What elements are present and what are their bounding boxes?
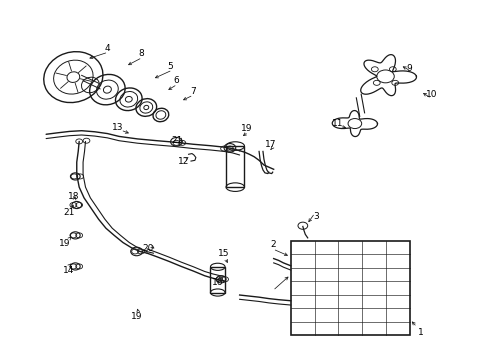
Text: 21: 21 — [63, 208, 75, 217]
Text: 9: 9 — [405, 64, 411, 73]
Bar — [290, 241, 409, 336]
Text: 3: 3 — [313, 212, 319, 221]
Text: 1: 1 — [417, 328, 423, 337]
Text: 20: 20 — [142, 244, 154, 253]
Text: 14: 14 — [62, 266, 74, 275]
Text: 15: 15 — [218, 249, 229, 258]
Text: 19: 19 — [241, 125, 252, 134]
Text: 19: 19 — [59, 239, 70, 248]
Text: 13: 13 — [112, 123, 123, 132]
Text: 7: 7 — [190, 87, 196, 96]
Text: 5: 5 — [167, 62, 173, 71]
Text: 16: 16 — [212, 278, 223, 287]
Text: 6: 6 — [173, 76, 179, 85]
Text: 8: 8 — [138, 49, 144, 58]
Text: 2: 2 — [269, 240, 275, 249]
Text: 17: 17 — [264, 140, 275, 149]
Text: 18: 18 — [67, 192, 79, 201]
Text: 10: 10 — [425, 90, 437, 99]
Text: 11: 11 — [331, 119, 343, 128]
Text: 21: 21 — [171, 136, 183, 145]
Bar — [210, 267, 224, 293]
Text: 19: 19 — [131, 312, 142, 321]
Text: 12: 12 — [178, 157, 189, 166]
Text: 4: 4 — [104, 44, 110, 53]
Bar — [225, 146, 244, 187]
